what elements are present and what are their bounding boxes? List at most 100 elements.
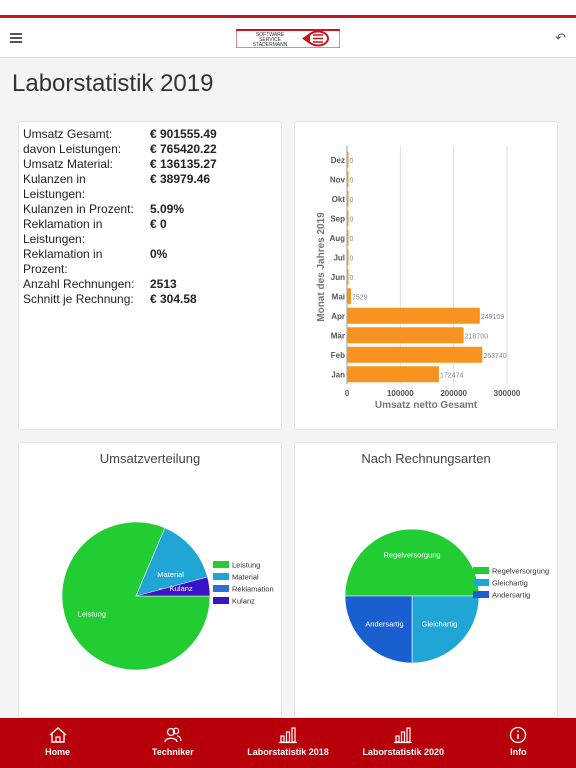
stat-label: Umsatz Material: — [23, 157, 114, 171]
y-tick-label: Mai — [332, 292, 345, 301]
bar-chart-icon — [278, 726, 298, 744]
hamburger-icon[interactable] — [10, 33, 22, 43]
stat-label: Schnitt je Rechnung: — [23, 292, 134, 306]
x-tick-label: 200000 — [440, 389, 467, 398]
bar-value-label: 172474 — [440, 372, 463, 379]
legend-swatch — [213, 597, 229, 604]
stat-value: 2513 — [150, 277, 177, 291]
bar-value-label: 253740 — [483, 353, 506, 360]
bar — [347, 366, 439, 383]
pie-slice-label: Material — [157, 570, 184, 579]
nav-label: Home — [45, 747, 71, 757]
bar — [347, 151, 349, 168]
y-tick-label: Mär — [331, 331, 345, 340]
logo-line-1: SOFTWARE — [256, 32, 285, 38]
pie-slice-label: Leistung — [78, 609, 106, 618]
stat-row: Umsatz Material: € 136135.27 — [23, 157, 217, 172]
legend-swatch — [473, 579, 489, 586]
pie-slice — [344, 528, 480, 597]
bar — [347, 327, 464, 344]
legend-swatch — [473, 567, 489, 574]
x-tick-label: 100000 — [387, 389, 414, 398]
stat-label: Kulanzen in Leistungen: — [23, 172, 86, 201]
stat-label: Anzahl Rechnungen: — [23, 277, 135, 291]
stat-value: € 901555.49 — [150, 127, 217, 141]
company-logo: SOFTWARE SERVICE STADERMANN — [236, 29, 340, 48]
y-axis-label: Monat des Jahres 2019 — [316, 212, 327, 322]
y-tick-label: Jul — [333, 253, 345, 262]
y-tick-label: Jun — [331, 273, 345, 282]
bar — [347, 307, 480, 324]
y-tick-label: Sep — [330, 214, 345, 223]
bar-value-label: 218700 — [465, 333, 488, 340]
pie-slice-label: Regelversorgung — [383, 550, 440, 559]
bar-value-label: 0 — [350, 255, 354, 262]
pie-slice-label: Gleichartig — [422, 619, 458, 628]
top-divider — [0, 57, 576, 58]
bar — [347, 210, 349, 227]
bar-value-label: 0 — [350, 158, 354, 165]
pie-chart-title: Umsatzverteilung — [99, 451, 201, 466]
nav-item-info[interactable]: Info — [461, 718, 576, 768]
legend-label: Andersartig — [492, 591, 530, 600]
stats-card: Umsatz Gesamt: € 901555.49 davon Leistunge… — [18, 121, 282, 430]
y-tick-label: Feb — [331, 351, 345, 360]
bar — [347, 346, 483, 363]
pie-chart-rechnungsarten: Regelversorgung Regelversorgung Gleicharti… — [344, 528, 549, 664]
nav-label: Techniker — [151, 747, 194, 757]
legend-label: Regelversorgung — [492, 567, 549, 576]
stat-row: Reklamation in Prozent: 0% — [23, 247, 217, 277]
stats-list: Umsatz Gesamt: € 901555.49 davon Leistunge… — [23, 127, 217, 307]
x-tick-label: 300000 — [494, 389, 521, 398]
legend-swatch — [213, 585, 229, 592]
stat-value: € 38979.46 — [150, 172, 211, 186]
page-title: Laborstatistik 2019 — [12, 70, 214, 97]
stat-label: Reklamation in Prozent: — [23, 247, 103, 276]
nav-item-laborstatistik-2020[interactable]: Laborstatistik 2020 — [346, 718, 461, 768]
bar-value-label: 0 — [350, 177, 354, 184]
pie-chart-umsatz: Leistung Leistung Material Material Reklamat… — [61, 521, 274, 671]
nav-label: Laborstatistik 2020 — [362, 747, 444, 757]
y-tick-label: Jan — [331, 370, 345, 379]
bar — [347, 171, 349, 188]
logo-line-2: SERVICE — [259, 37, 282, 43]
stat-row: Umsatz Gesamt: € 901555.49 — [23, 127, 217, 142]
stat-value: € 765420.22 — [150, 142, 217, 156]
legend-label: Gleichartig — [492, 579, 528, 588]
nav-item-home[interactable]: Home — [0, 718, 115, 768]
nav-item-techniker[interactable]: Techniker — [115, 718, 230, 768]
bar-value-label: 0 — [350, 236, 354, 243]
stat-value: € 304.58 — [150, 292, 197, 306]
nav-label: Laborstatistik 2018 — [247, 747, 329, 757]
stat-label: davon Leistungen: — [23, 142, 122, 156]
legend-label: Leistung — [232, 561, 260, 570]
y-tick-label: Apr — [331, 312, 345, 321]
bar-value-label: 0 — [350, 275, 354, 282]
stat-row: Reklamation in Leistungen: € 0 — [23, 217, 217, 247]
bar — [347, 249, 349, 266]
x-axis-label: Umsatz netto Gesamt — [375, 400, 478, 411]
stat-value: 0% — [150, 247, 168, 261]
legend-swatch — [213, 573, 229, 580]
stat-value: 5.09% — [150, 202, 185, 216]
y-tick-label: Dez — [331, 156, 345, 165]
nav-item-laborstatistik-2018[interactable]: Laborstatistik 2018 — [230, 718, 345, 768]
pie-chart-title: Nach Rechnungsarten — [361, 451, 491, 466]
nav-label: Info — [510, 747, 527, 757]
bar — [347, 190, 349, 207]
legend-label: Kulanz — [232, 597, 255, 606]
back-arrow-icon[interactable]: ↶ — [555, 30, 566, 45]
stat-label: Reklamation in Leistungen: — [23, 217, 103, 246]
legend-swatch — [473, 591, 489, 598]
pie-slice — [344, 595, 413, 664]
bar-chart-icon — [393, 726, 413, 744]
legend-label: Reklamation — [232, 585, 274, 594]
stat-row: Kulanzen in Leistungen: € 38979.46 — [23, 172, 217, 202]
x-tick-label: 0 — [345, 389, 350, 398]
legend-swatch — [213, 561, 229, 568]
pie-chart-card-umsatz: Umsatzverteilung Leistung Leistung Materia… — [18, 442, 282, 718]
bar-value-label: 249109 — [481, 314, 504, 321]
stat-label: Kulanzen in Prozent: — [23, 202, 134, 216]
stat-row: Anzahl Rechnungen: 2513 — [23, 277, 217, 292]
y-tick-label: Okt — [332, 195, 346, 204]
